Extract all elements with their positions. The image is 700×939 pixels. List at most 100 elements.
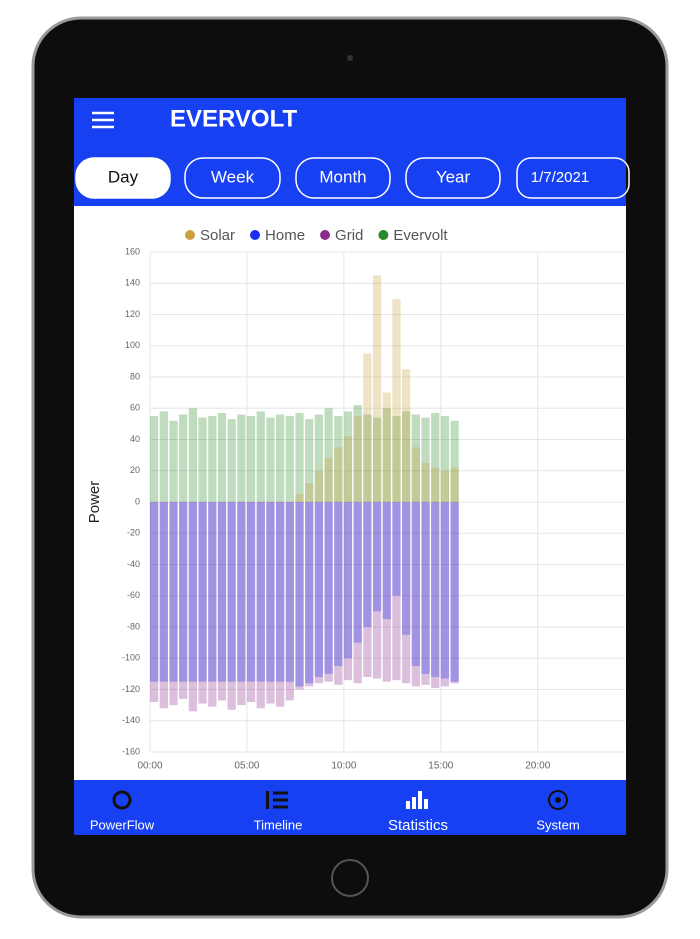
bar xyxy=(246,502,256,702)
y-tick-label: -80 xyxy=(127,621,140,631)
nav-label[interactable]: PowerFlow xyxy=(90,817,155,832)
bar xyxy=(392,502,401,681)
nav-label[interactable]: Statistics xyxy=(388,817,448,834)
tab-label[interactable]: Month xyxy=(319,167,366,186)
bar xyxy=(169,420,178,502)
tab[interactable] xyxy=(405,157,501,199)
tab-label[interactable]: Week xyxy=(211,167,255,186)
bar xyxy=(343,411,353,502)
bar xyxy=(198,502,207,682)
bar xyxy=(402,502,411,684)
bar xyxy=(295,412,304,502)
y-tick-label: 120 xyxy=(125,309,140,319)
camera xyxy=(347,55,353,61)
tab-label[interactable]: Day xyxy=(108,167,139,186)
x-tick-label: 00:00 xyxy=(137,761,162,772)
bar xyxy=(285,502,294,682)
bar xyxy=(227,502,236,682)
bar xyxy=(188,502,198,712)
legend-label: Evervolt xyxy=(393,227,448,244)
bar xyxy=(159,502,168,682)
tab[interactable] xyxy=(184,157,281,199)
bar xyxy=(363,353,372,502)
bar xyxy=(421,502,430,685)
bar xyxy=(411,447,420,502)
bar xyxy=(440,470,450,502)
bar xyxy=(246,502,256,682)
bar xyxy=(411,502,420,687)
legend-label: Home xyxy=(265,227,305,244)
bar xyxy=(411,502,420,667)
nav-item[interactable]: PowerFlow xyxy=(90,790,155,832)
bar xyxy=(314,502,324,677)
bar xyxy=(208,502,217,707)
date-label[interactable]: 1/7/2021 xyxy=(531,169,589,186)
tab-label[interactable]: Year xyxy=(436,167,471,186)
bar xyxy=(295,502,304,687)
y-tick-label: -60 xyxy=(127,590,140,600)
nav-icon xyxy=(266,791,269,809)
bar xyxy=(450,467,459,502)
bar xyxy=(276,502,285,707)
nav-icon xyxy=(555,797,561,803)
bar xyxy=(363,502,372,627)
bar xyxy=(450,502,459,682)
bar xyxy=(188,408,198,502)
nav-label[interactable]: System xyxy=(536,817,579,832)
legend-label: Grid xyxy=(335,227,363,244)
bar xyxy=(295,494,304,502)
nav-item[interactable]: Statistics xyxy=(388,791,448,834)
bar xyxy=(305,502,314,684)
nav-item[interactable]: System xyxy=(536,790,580,832)
bar xyxy=(246,416,256,502)
bar xyxy=(217,412,227,502)
bar xyxy=(179,502,188,699)
y-axis-label: Power xyxy=(86,481,103,524)
tab[interactable] xyxy=(75,157,171,199)
bar xyxy=(343,502,353,681)
bar xyxy=(440,502,450,687)
x-tick-label: 10:00 xyxy=(331,761,356,772)
bar xyxy=(266,502,275,682)
bar xyxy=(256,502,265,682)
bar xyxy=(188,502,198,682)
x-tick-label: 15:00 xyxy=(428,761,453,772)
bar xyxy=(343,436,353,502)
bar xyxy=(227,502,236,710)
bar xyxy=(169,502,178,706)
bar xyxy=(150,502,159,702)
bottom-nav xyxy=(74,780,626,835)
bar xyxy=(150,416,159,502)
bar xyxy=(450,502,459,684)
date-picker[interactable] xyxy=(516,157,630,199)
y-tick-label: -140 xyxy=(122,715,140,725)
nav-item[interactable]: Timeline xyxy=(254,791,303,832)
bar xyxy=(314,502,324,684)
bar xyxy=(217,502,227,701)
nav-icon xyxy=(406,801,410,809)
tab[interactable] xyxy=(295,157,391,199)
bar xyxy=(353,416,362,502)
menu-button[interactable] xyxy=(92,111,114,129)
legend-label: Solar xyxy=(200,227,235,244)
bar xyxy=(372,502,382,612)
home-button[interactable] xyxy=(331,859,369,897)
display xyxy=(74,98,626,835)
bar xyxy=(334,447,343,502)
bar xyxy=(159,411,168,502)
nav-label[interactable]: Timeline xyxy=(254,817,303,832)
nav-icon xyxy=(112,790,132,810)
y-tick-label: 160 xyxy=(125,246,140,256)
legend-marker xyxy=(378,230,389,240)
bar xyxy=(431,502,440,688)
logo: EVERVOLT xyxy=(170,105,297,132)
bar xyxy=(208,416,217,502)
nav-icon xyxy=(412,797,416,809)
bar xyxy=(314,414,324,502)
legend-marker xyxy=(320,230,331,240)
bar xyxy=(305,419,314,502)
y-tick-label: -20 xyxy=(127,528,140,538)
y-tick-label: 0 xyxy=(135,496,140,506)
legend-marker xyxy=(250,230,261,240)
bar xyxy=(392,416,401,502)
